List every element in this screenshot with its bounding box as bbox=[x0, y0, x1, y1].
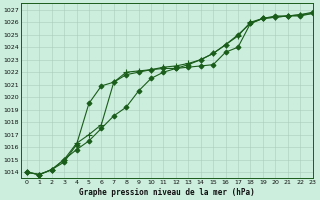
X-axis label: Graphe pression niveau de la mer (hPa): Graphe pression niveau de la mer (hPa) bbox=[79, 188, 254, 197]
